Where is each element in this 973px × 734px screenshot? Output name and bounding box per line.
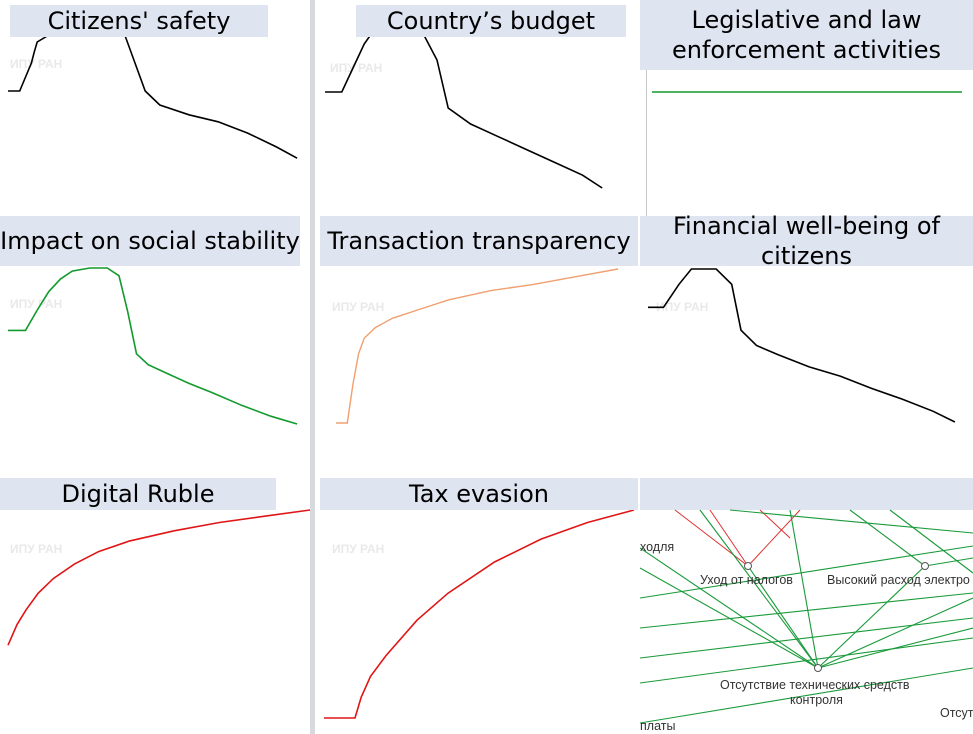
chart-svg-4: ИПУ РАН bbox=[332, 268, 619, 424]
chart-digital-ruble: ИПУ РАН bbox=[0, 478, 316, 734]
chart-svg-3: ИПУ РАН bbox=[8, 267, 298, 425]
graph-label: Отсутствие технических средств bbox=[720, 678, 910, 692]
graph-svg: ходля Уход от налогов Высокий расход эле… bbox=[640, 509, 973, 733]
chart-title-text: Citizens' safety bbox=[47, 7, 231, 35]
series-line bbox=[8, 267, 298, 425]
watermark: ИПУ РАН bbox=[330, 61, 382, 75]
chart-title-text: Legislative and law enforcement activiti… bbox=[671, 6, 941, 64]
watermark: ИПУ РАН bbox=[10, 297, 62, 311]
chart-title-text: Financial well-being of citizens bbox=[673, 212, 940, 270]
watermark: ИПУ РАН bbox=[10, 57, 62, 71]
watermark: ИПУ РАН bbox=[656, 300, 708, 314]
graph-label: контроля bbox=[790, 693, 843, 707]
chart-title: Transaction transparency bbox=[320, 216, 638, 266]
graph-header-bar bbox=[640, 478, 973, 510]
network-graph: ходля Уход от налогов Высокий расход эле… bbox=[640, 478, 973, 734]
chart-title-text: Country’s budget bbox=[386, 7, 596, 35]
chart-tax-evasion: ИПУ РАН bbox=[320, 478, 638, 734]
watermark: ИПУ РАН bbox=[332, 542, 384, 556]
chart-title: Digital Ruble bbox=[0, 478, 276, 510]
series-line bbox=[7, 509, 311, 646]
graph-label: Уход от налогов bbox=[700, 573, 793, 587]
chart-title-text: Transaction transparency bbox=[327, 227, 631, 255]
panel-divider bbox=[310, 0, 315, 216]
series-line bbox=[8, 34, 298, 159]
series-line bbox=[336, 268, 619, 424]
chart-title: Tax evasion bbox=[320, 478, 638, 510]
chart-title-text: Impact on social stability bbox=[0, 227, 300, 255]
graph-label: Отсут bbox=[940, 706, 973, 720]
series-line bbox=[325, 27, 603, 189]
graph-label: ходля bbox=[640, 540, 674, 554]
chart-title: Legislative and law enforcement activiti… bbox=[640, 0, 973, 70]
axis-line bbox=[646, 70, 647, 216]
graph-node[interactable] bbox=[814, 664, 822, 672]
chart-svg-5: ИПУ РАН bbox=[648, 268, 956, 423]
panel-divider bbox=[310, 478, 315, 734]
chart-title: Citizens' safety bbox=[10, 5, 268, 37]
chart-svg-1: ИПУ РАН bbox=[325, 27, 603, 189]
series-line bbox=[324, 509, 635, 719]
series-line bbox=[648, 268, 956, 423]
graph-label: платы bbox=[640, 719, 675, 733]
chart-title: Financial well-being of citizens bbox=[640, 212, 973, 270]
graph-node[interactable] bbox=[744, 562, 752, 570]
chart-svg-7: ИПУ РАН bbox=[324, 509, 635, 719]
chart-title: Country’s budget bbox=[356, 5, 626, 37]
graph-label: Высокий расход электро bbox=[827, 573, 970, 587]
graph-node[interactable] bbox=[921, 562, 929, 570]
chart-title: Impact on social stability bbox=[0, 216, 300, 266]
chart-title-text: Digital Ruble bbox=[61, 480, 215, 508]
panel-divider bbox=[310, 216, 315, 478]
watermark: ИПУ РАН bbox=[10, 542, 62, 556]
watermark: ИПУ РАН bbox=[332, 300, 384, 314]
chart-svg-6: ИПУ РАН bbox=[7, 509, 311, 646]
chart-svg-2 bbox=[646, 70, 962, 216]
chart-title-text: Tax evasion bbox=[409, 480, 549, 508]
